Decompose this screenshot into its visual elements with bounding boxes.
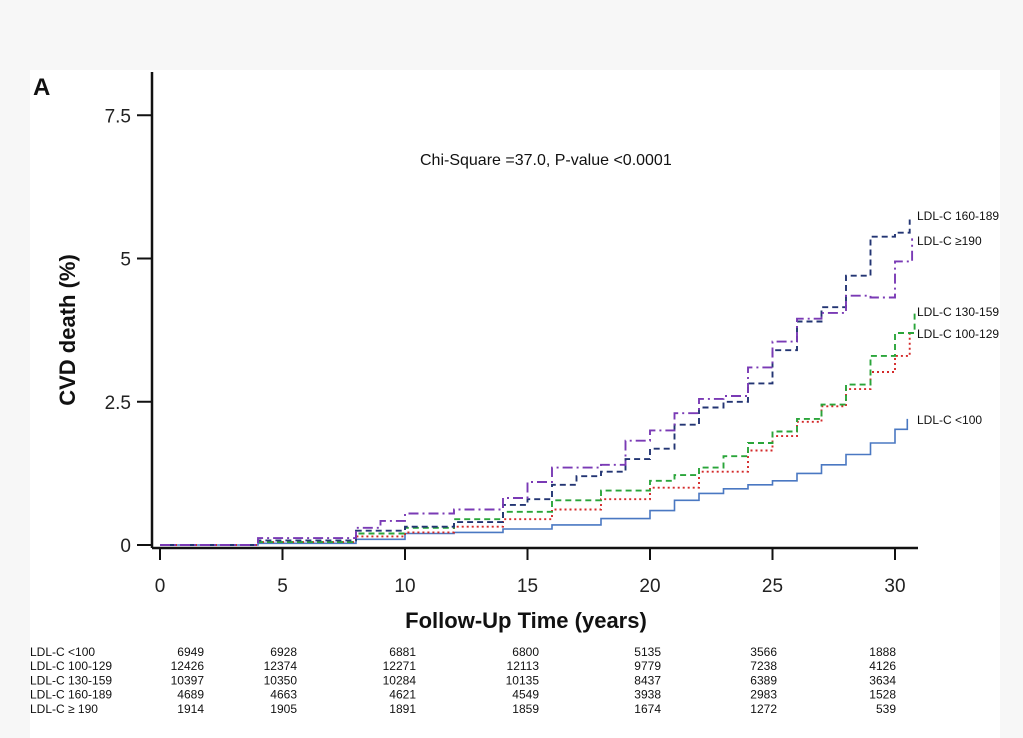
y-axis-title: CVD death (%) (55, 254, 80, 406)
risk-row-label: LDL-C 160-189 (30, 688, 112, 702)
risk-value: 12426 (171, 659, 205, 673)
top-background-band (0, 0, 1023, 70)
series-line-2 (160, 312, 916, 546)
risk-value: 4549 (512, 688, 539, 702)
risk-value: 4621 (389, 688, 416, 702)
risk-value: 6949 (177, 645, 204, 659)
legend-label-2: LDL-C 130-159 (917, 305, 999, 319)
risk-value: 6800 (512, 645, 539, 659)
risk-value: 1888 (869, 645, 896, 659)
legend-label-1: LDL-C 100-129 (917, 327, 999, 341)
risk-value: 1905 (270, 702, 297, 716)
ticks-layer: 0 5 10 15 20 25 30 0 2.5 5 7.5 (105, 106, 906, 597)
risk-value: 10135 (506, 673, 540, 687)
y-tick-label: 5 (120, 250, 131, 271)
x-tick-label: 5 (277, 576, 288, 597)
risk-row-label: LDL-C 130-159 (30, 673, 112, 687)
risk-value: 6928 (270, 645, 297, 659)
risk-value: 6881 (389, 645, 416, 659)
risk-row-label: LDL-C 100-129 (30, 659, 112, 673)
right-background-band (1000, 70, 1023, 738)
risk-value: 7238 (750, 659, 777, 673)
series-line-3 (160, 219, 911, 546)
risk-value: 10350 (264, 673, 298, 687)
x-tick-label: 30 (884, 576, 905, 597)
series-line-4 (160, 238, 914, 546)
risk-value: 539 (876, 702, 896, 716)
x-tick-label: 10 (394, 576, 415, 597)
risk-value: 12271 (383, 659, 417, 673)
risk-value: 10284 (383, 673, 417, 687)
series-line-1 (160, 333, 911, 546)
risk-value: 3938 (634, 688, 661, 702)
risk-value: 1891 (389, 702, 416, 716)
legend-label-0: LDL-C <100 (917, 413, 982, 427)
legend-layer: LDL-C <100 LDL-C 100-129 LDL-C 130-159 LDL-… (917, 209, 999, 427)
y-tick-label: 0 (120, 536, 131, 557)
risk-value: 4663 (270, 688, 297, 702)
chi-square-annotation: Chi-Square =37.0, P-value <0.0001 (420, 152, 672, 169)
risk-value: 9779 (634, 659, 661, 673)
x-tick-label: 0 (155, 576, 166, 597)
left-background-band (0, 70, 30, 738)
risk-value: 10397 (171, 673, 205, 687)
y-tick-label: 2.5 (105, 393, 131, 414)
x-tick-label: 25 (762, 576, 783, 597)
risk-value: 1674 (634, 702, 661, 716)
risk-value: 1528 (869, 688, 896, 702)
risk-value: 4126 (869, 659, 896, 673)
risk-value: 6389 (750, 673, 777, 687)
legend-label-4: LDL-C ≥190 (917, 234, 982, 248)
risk-value: 8437 (634, 673, 661, 687)
risk-value: 1859 (512, 702, 539, 716)
risk-value: 12113 (507, 659, 540, 673)
legend-label-3: LDL-C 160-189 (917, 209, 999, 223)
risk-value: 5135 (634, 645, 661, 659)
risk-table: LDL-C <100 6949 6928 6881 6800 5135 3566 1888 LD… (30, 645, 896, 716)
risk-value: 12374 (264, 659, 298, 673)
y-tick-label: 7.5 (105, 106, 131, 127)
x-tick-label: 15 (517, 576, 538, 597)
risk-value: 3634 (869, 673, 896, 687)
x-axis-title: Follow-Up Time (years) (405, 608, 647, 633)
risk-value: 4689 (177, 688, 204, 702)
series-layer (160, 219, 916, 546)
series-line-0 (160, 418, 909, 546)
panel-label: A (33, 74, 50, 101)
risk-value: 2983 (750, 688, 777, 702)
risk-value: 1914 (177, 702, 204, 716)
risk-row-label: LDL-C ≥ 190 (30, 702, 98, 716)
risk-value: 3566 (750, 645, 777, 659)
risk-value: 1272 (750, 702, 777, 716)
x-tick-label: 20 (639, 576, 660, 597)
risk-row-label: LDL-C <100 (30, 645, 95, 659)
